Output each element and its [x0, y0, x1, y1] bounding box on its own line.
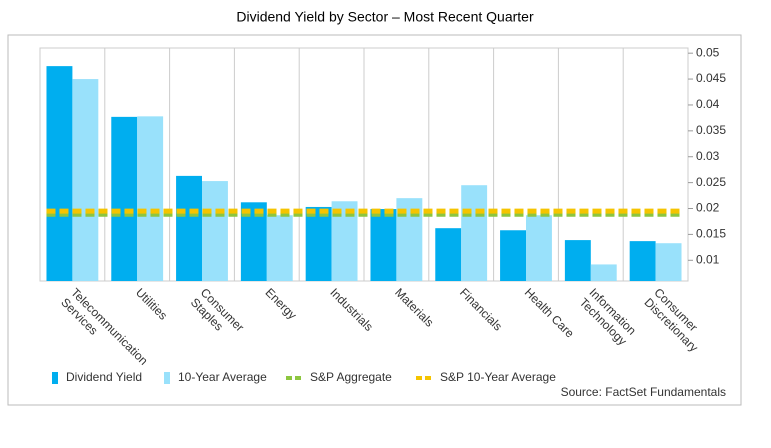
- x-tick-label: Health Care: [522, 285, 577, 340]
- x-tick-label: Financials: [457, 285, 505, 333]
- bar: [111, 116, 138, 281]
- y-tick-label: 0.02: [696, 201, 720, 215]
- legend-label: 10-Year Average: [178, 370, 267, 384]
- y-tick-label: 0.05: [696, 45, 720, 59]
- chart-border: [7, 34, 742, 406]
- x-tick-label: Energy: [262, 285, 299, 322]
- y-tick-label: 0.025: [696, 175, 726, 189]
- bar: [500, 230, 526, 281]
- bar: [435, 228, 462, 281]
- bar: [305, 206, 332, 281]
- chart-title: Dividend Yield by Sector – Most Recent Q…: [236, 9, 534, 25]
- bar: [202, 181, 228, 281]
- x-tick-label: InformationTechnology: [577, 285, 640, 348]
- y-tick-label: 0.035: [696, 123, 726, 137]
- x-tick-label: ConsumerStaples: [188, 285, 247, 344]
- x-tick-label: Materials: [392, 285, 436, 329]
- y-tick-label: 0.01: [696, 252, 720, 266]
- x-tick-label: Utilities: [133, 285, 170, 322]
- legend-swatch: [164, 372, 170, 384]
- bar: [72, 79, 99, 281]
- bar: [526, 215, 552, 281]
- x-tick-label: Industrials: [327, 285, 376, 334]
- y-tick-label: 0.04: [696, 97, 720, 111]
- bar: [46, 66, 73, 281]
- y-tick-label: 0.015: [696, 227, 726, 241]
- legend-label: S&P Aggregate: [310, 370, 392, 384]
- bar: [655, 243, 682, 281]
- source: Source: FactSet Fundamentals: [561, 385, 726, 399]
- bar: [176, 175, 202, 281]
- legend-swatch: [52, 372, 58, 384]
- x-tick-label: TelecommunicationServices: [58, 285, 150, 377]
- bar: [564, 240, 591, 281]
- bar: [370, 209, 397, 281]
- legend-label: S&P 10-Year Average: [440, 370, 556, 384]
- bar: [590, 264, 617, 281]
- bar: [629, 241, 656, 281]
- y-tick-label: 0.03: [696, 149, 720, 163]
- bar: [266, 215, 293, 281]
- legend-label: Dividend Yield: [66, 370, 142, 384]
- bar: [461, 185, 488, 281]
- x-tick-label: ConsumerDiscretionary: [641, 285, 710, 354]
- y-tick-label: 0.045: [696, 71, 726, 85]
- bar: [137, 116, 164, 281]
